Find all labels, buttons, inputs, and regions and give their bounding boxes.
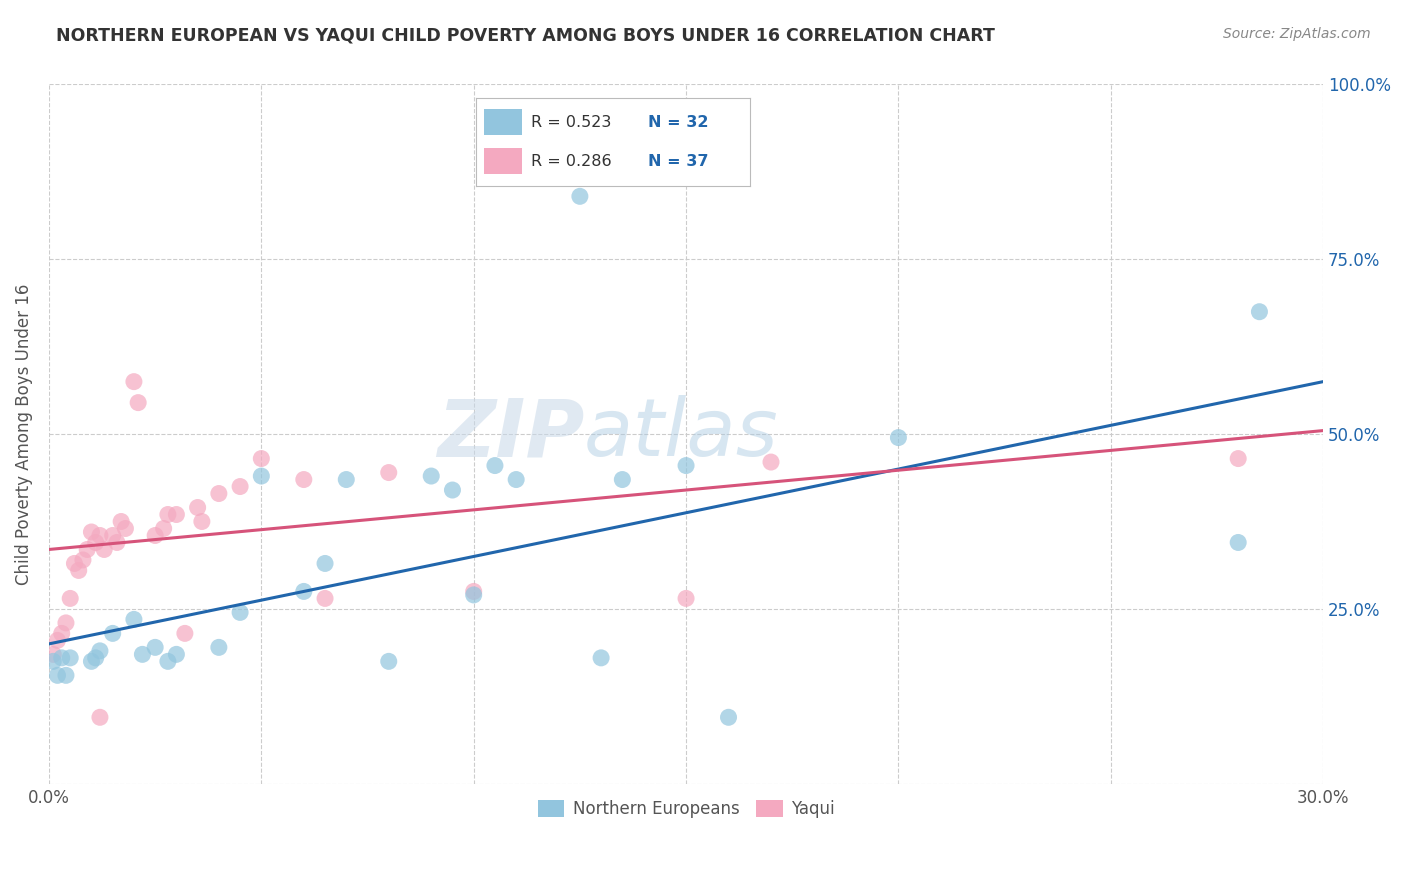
Point (250, 451, 273, 466)
Point (229, 479, 252, 493)
Point (208, 486, 231, 500)
Point (55, 615, 77, 630)
Point (42, 648, 65, 662)
Point (89, 528, 111, 542)
Point (675, 591, 697, 606)
Point (377, 654, 399, 668)
Point (1227, 451, 1250, 466)
Point (717, 710, 740, 724)
Point (420, 469, 443, 483)
Point (165, 508, 187, 522)
Point (51, 626, 73, 640)
Point (143, 640, 166, 655)
Point (63, 557, 86, 571)
Text: ZIP: ZIP (437, 395, 583, 473)
Text: atlas: atlas (583, 395, 779, 473)
Point (208, 640, 231, 655)
Point (101, 626, 124, 640)
Text: Source: ZipAtlas.com: Source: ZipAtlas.com (1223, 27, 1371, 41)
Point (101, 528, 124, 542)
Legend: Northern Europeans, Yaqui: Northern Europeans, Yaqui (531, 793, 841, 824)
Point (59, 591, 82, 606)
Point (675, 458, 697, 473)
Point (72, 553, 94, 567)
Point (76, 542, 98, 557)
Point (229, 606, 252, 620)
Point (1249, 304, 1271, 318)
Point (143, 528, 166, 542)
Point (377, 466, 399, 480)
Point (122, 612, 145, 626)
Point (441, 483, 464, 497)
Point (173, 626, 195, 640)
Point (292, 584, 315, 599)
Point (80, 524, 103, 539)
Point (1227, 535, 1250, 549)
Point (591, 651, 613, 665)
Point (46, 668, 69, 682)
Point (187, 500, 209, 515)
Point (759, 455, 782, 469)
Point (156, 654, 179, 668)
Point (484, 458, 506, 473)
Point (89, 710, 111, 724)
Point (314, 591, 336, 606)
Point (250, 469, 273, 483)
Point (463, 588, 485, 602)
Point (612, 473, 634, 487)
Point (156, 508, 179, 522)
Point (152, 521, 174, 535)
Point (122, 375, 145, 389)
Point (463, 584, 485, 599)
Point (67, 564, 90, 578)
Point (42, 654, 65, 668)
Point (127, 395, 149, 409)
Point (568, 189, 591, 203)
Point (314, 557, 336, 571)
Point (165, 648, 187, 662)
Point (335, 473, 357, 487)
Point (131, 648, 153, 662)
Point (292, 473, 315, 487)
Point (84, 535, 107, 549)
Point (505, 473, 527, 487)
Point (84, 651, 107, 665)
Point (46, 633, 69, 648)
Point (89, 644, 111, 658)
Point (114, 521, 136, 535)
Point (59, 651, 82, 665)
Y-axis label: Child Poverty Among Boys Under 16: Child Poverty Among Boys Under 16 (15, 284, 32, 585)
Point (110, 515, 132, 529)
Point (105, 535, 128, 549)
Point (887, 431, 910, 445)
Point (80, 654, 103, 668)
Text: NORTHERN EUROPEAN VS YAQUI CHILD POVERTY AMONG BOYS UNDER 16 CORRELATION CHART: NORTHERN EUROPEAN VS YAQUI CHILD POVERTY… (56, 27, 995, 45)
Point (55, 668, 77, 682)
Point (191, 515, 214, 529)
Point (51, 651, 73, 665)
Point (93, 542, 115, 557)
